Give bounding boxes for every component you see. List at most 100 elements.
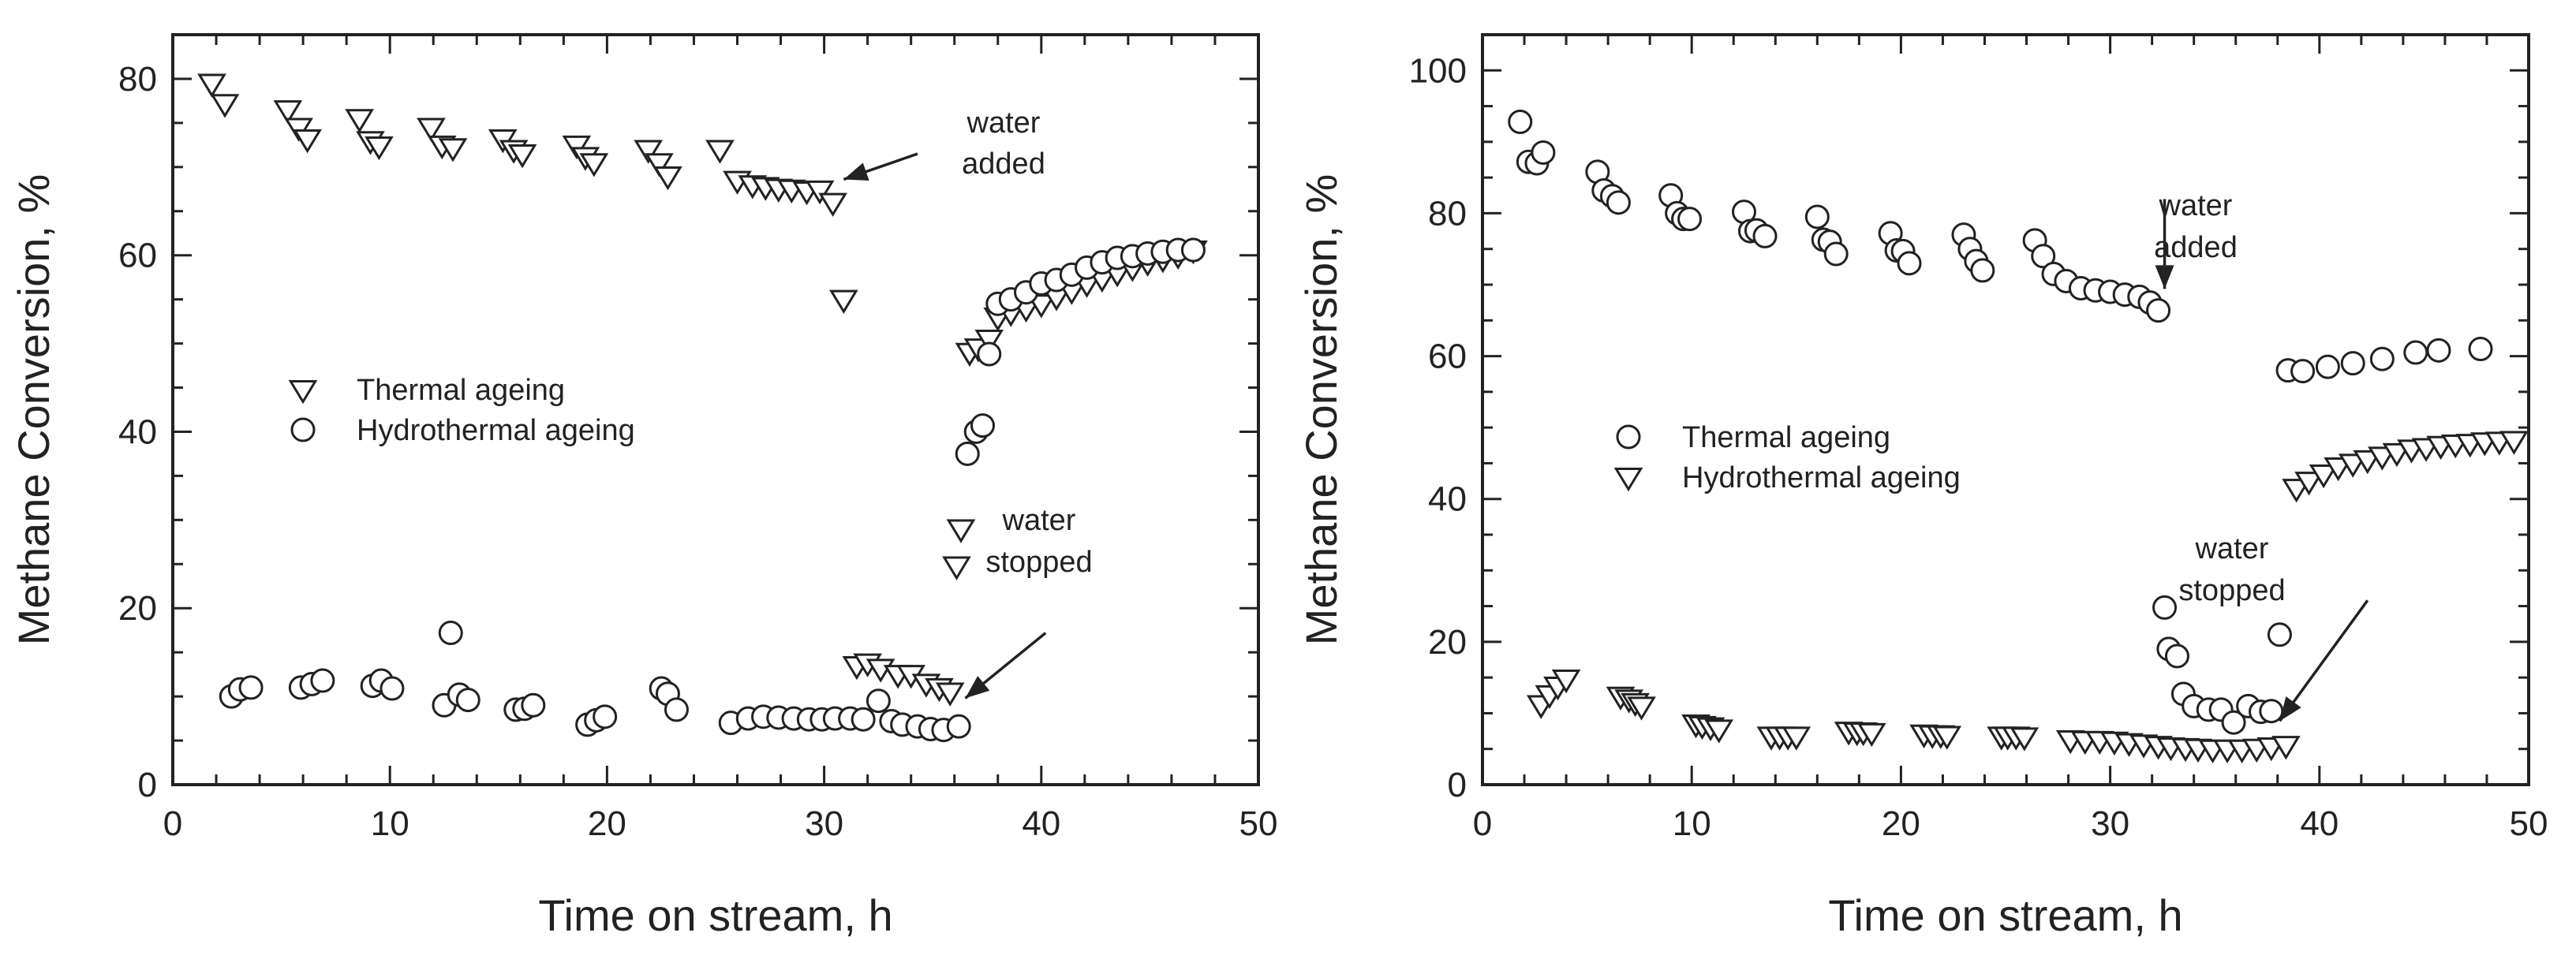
x-tick-label: 30 xyxy=(805,804,843,843)
data-point xyxy=(2271,736,2301,760)
data-point xyxy=(634,140,664,164)
data-point xyxy=(946,519,976,543)
data-point xyxy=(507,144,537,169)
data-point xyxy=(365,136,394,161)
data-point xyxy=(829,289,858,314)
data-point xyxy=(2221,710,2246,735)
data-point xyxy=(1551,669,1581,694)
annotation-arrow-head xyxy=(843,162,869,181)
annotation-text: added xyxy=(2154,231,2238,264)
annotation-text: stopped xyxy=(985,546,1092,579)
data-point xyxy=(1627,696,1656,721)
left-chart-panel: 0 10 20 30 40 50 0 20 40 60 80 Time on stream, h Met… xyxy=(9,33,1278,940)
y-axis-title: Methane Conversion, % xyxy=(1296,174,1346,646)
left-chart: 0 10 20 30 40 50 0 20 40 60 80 Time on stream, h Met… xyxy=(9,33,1278,940)
data-point xyxy=(2499,431,2529,455)
data-point xyxy=(521,692,546,718)
data-point xyxy=(593,704,618,729)
data-point xyxy=(1856,722,1886,748)
data-point xyxy=(2468,337,2493,362)
data-point xyxy=(851,707,876,732)
x-tick-label: 0 xyxy=(1473,804,1492,843)
data-point xyxy=(942,556,971,580)
data-point xyxy=(866,688,891,714)
data-point xyxy=(1897,251,1922,276)
x-tick-label: 50 xyxy=(1239,804,1278,843)
data-point xyxy=(1704,719,1734,744)
data-point xyxy=(1531,140,1556,165)
data-point xyxy=(1606,190,1631,215)
data-point xyxy=(977,341,1002,367)
x-tick-label: 30 xyxy=(2091,804,2129,843)
y-tick-label: 60 xyxy=(118,237,157,275)
legend-label: Thermal ageing xyxy=(1682,421,1890,454)
data-point xyxy=(645,153,674,177)
series-1 xyxy=(219,237,1206,743)
x-tick-label: 40 xyxy=(1022,804,1060,843)
data-point xyxy=(562,135,592,160)
data-point xyxy=(2267,622,2292,647)
plot-frame xyxy=(171,33,1260,786)
series-0 xyxy=(1508,109,2493,735)
x-tick-label: 10 xyxy=(371,804,409,843)
legend-marker xyxy=(288,380,318,405)
data-point xyxy=(2340,351,2365,376)
y-tick-label: 80 xyxy=(1428,194,1467,233)
data-point xyxy=(2152,595,2178,620)
legend-label: Hydrothermal ageing xyxy=(357,414,635,447)
annotation-text: water xyxy=(2195,532,2269,565)
annotation-text: added xyxy=(962,147,1045,181)
y-tick-label: 40 xyxy=(1428,480,1467,519)
data-point xyxy=(2031,244,2056,269)
data-point xyxy=(1823,241,1849,267)
data-point xyxy=(1782,726,1811,751)
x-axis-title: Time on stream, h xyxy=(1828,890,2182,940)
data-point xyxy=(210,94,240,118)
data-point xyxy=(946,714,971,739)
data-point xyxy=(2146,298,2171,323)
data-point xyxy=(417,118,446,142)
annotation-text: water xyxy=(1002,504,1076,537)
x-tick-label: 20 xyxy=(1882,804,1920,843)
data-point xyxy=(1677,207,1703,232)
annotation-arrow-head xyxy=(2155,265,2174,289)
data-point xyxy=(2010,727,2039,752)
annotation-text: water xyxy=(2159,189,2233,222)
legend-marker xyxy=(290,417,316,442)
y-tick-label: 60 xyxy=(1428,338,1467,376)
annotation-text: water xyxy=(966,106,1041,140)
y-tick-label: 20 xyxy=(118,589,157,628)
data-point xyxy=(2290,359,2316,384)
data-point xyxy=(284,118,313,142)
data-point xyxy=(1508,109,1533,134)
data-point xyxy=(2315,354,2340,379)
data-point xyxy=(310,668,335,693)
data-point xyxy=(664,697,689,722)
data-point xyxy=(2426,338,2451,363)
data-point xyxy=(2403,340,2428,365)
x-axis-title: Time on stream, h xyxy=(538,890,892,940)
legend-label: Thermal ageing xyxy=(357,374,565,407)
legend-marker xyxy=(1616,424,1641,450)
data-point xyxy=(438,621,463,646)
data-point xyxy=(197,73,226,98)
legend-marker xyxy=(1613,468,1643,492)
annotation-arrow-head xyxy=(965,676,990,699)
data-point xyxy=(293,129,322,154)
data-point xyxy=(345,109,375,133)
y-tick-label: 0 xyxy=(138,766,157,804)
right-chart-panel: 0 10 20 30 40 50 0 20 40 60 80 100 Time on stream, h… xyxy=(1288,0,2576,955)
series-1 xyxy=(1526,431,2529,764)
data-point xyxy=(974,329,1004,354)
annotation-arrow-head xyxy=(2279,696,2301,722)
right-chart: 0 10 20 30 40 50 0 20 40 60 80 100 Time on stream, h… xyxy=(1296,33,2548,940)
data-point xyxy=(2369,346,2395,371)
data-point xyxy=(2259,699,2284,724)
y-tick-label: 80 xyxy=(118,60,157,99)
data-point xyxy=(1752,223,1778,248)
annotation-text: stopped xyxy=(2178,574,2285,607)
data-point xyxy=(2282,479,2311,503)
legend-label: Hydrothermal ageing xyxy=(1682,461,1961,494)
x-tick-label: 50 xyxy=(2510,804,2548,843)
annotation-arrow-line xyxy=(2278,599,2369,722)
